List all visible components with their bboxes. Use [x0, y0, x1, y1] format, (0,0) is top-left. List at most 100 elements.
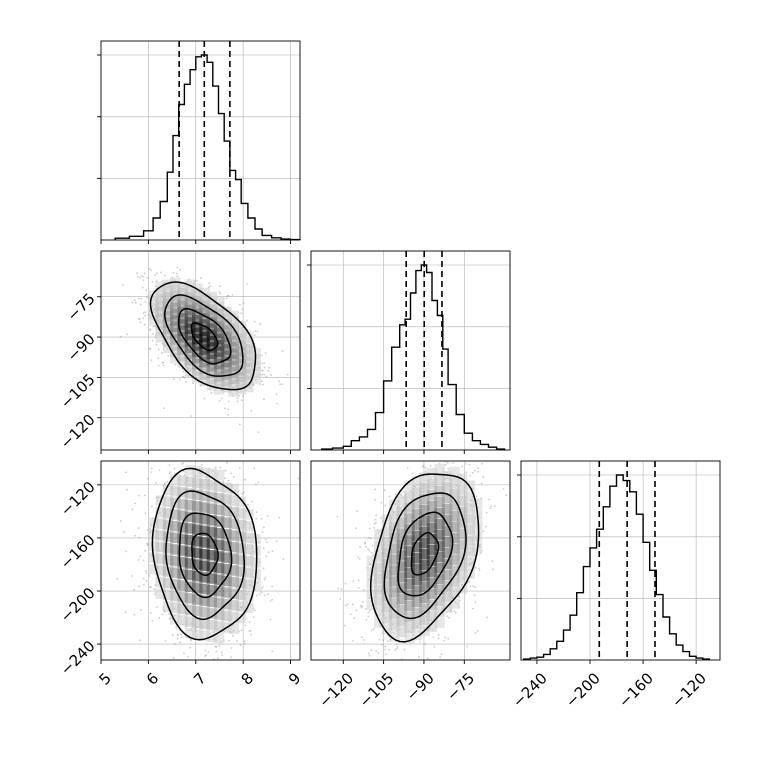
density-cell	[426, 610, 438, 621]
sample-point	[353, 669, 355, 671]
density-cell	[199, 350, 210, 362]
y-tick-label: −105	[57, 370, 99, 412]
density-cell	[456, 561, 468, 572]
sample-point	[182, 376, 185, 378]
density-cell	[243, 369, 254, 380]
sample-point	[172, 271, 175, 274]
density-cell	[177, 325, 188, 337]
sample-point	[454, 453, 456, 455]
density-cell	[184, 298, 196, 309]
density-cell	[155, 588, 166, 599]
y-tick-label: −240	[57, 637, 99, 679]
density-cell	[411, 531, 423, 542]
sample-point	[485, 525, 487, 528]
sample-point	[150, 467, 153, 470]
sample-point	[374, 498, 376, 501]
density-cell	[192, 524, 203, 535]
sample-point	[356, 510, 359, 513]
density-cell	[243, 567, 254, 578]
sample-point	[271, 585, 273, 588]
density-cell	[441, 547, 453, 558]
sample-point	[375, 514, 377, 517]
density-cell	[177, 580, 188, 591]
sample-point	[137, 318, 140, 320]
density-cell	[228, 335, 239, 347]
sample-point	[179, 378, 181, 381]
density-cell	[243, 344, 254, 355]
sample-point	[192, 382, 194, 384]
density-cell	[162, 508, 174, 519]
sample-point	[225, 297, 228, 300]
density-cell	[449, 598, 460, 609]
density-cell	[177, 533, 188, 545]
sample-point	[344, 624, 346, 627]
density-cell	[366, 555, 377, 567]
sample-point	[144, 311, 147, 313]
sample-point	[265, 541, 268, 544]
sample-point	[182, 370, 185, 372]
density-cell	[213, 539, 225, 551]
density-cell	[426, 621, 438, 632]
sample-point	[181, 367, 184, 370]
density-cell	[228, 588, 239, 599]
density-cell	[206, 291, 218, 303]
sample-point	[119, 335, 122, 338]
sample-point	[362, 589, 365, 591]
sample-point	[207, 286, 210, 289]
density-panel-2-3	[310, 453, 511, 677]
sample-point	[134, 534, 137, 537]
density-cell	[235, 519, 247, 531]
sample-point	[226, 294, 229, 297]
sample-point	[400, 675, 402, 677]
density-cell	[396, 572, 408, 583]
sample-point	[351, 603, 354, 606]
density-cell	[389, 543, 400, 554]
density-cell	[381, 602, 393, 613]
density-cell	[426, 566, 438, 578]
sample-point	[203, 397, 206, 400]
density-cell	[192, 352, 203, 364]
sample-point	[125, 471, 127, 474]
sample-point	[217, 657, 219, 660]
sample-point	[126, 333, 128, 336]
sample-point	[271, 598, 273, 601]
sample-point	[163, 447, 165, 449]
sample-point	[157, 364, 160, 367]
density-cell	[170, 590, 181, 602]
density-cell	[411, 509, 423, 520]
density-cell	[228, 342, 239, 353]
sample-point	[368, 549, 371, 552]
density-cell	[184, 329, 196, 341]
sample-point	[444, 464, 447, 466]
sample-point	[239, 303, 241, 306]
sample-point	[468, 580, 471, 583]
y-tick-label: −120	[57, 478, 99, 520]
density-cell	[426, 479, 438, 490]
sample-point	[474, 552, 477, 555]
sample-point	[214, 663, 216, 665]
sample-point	[224, 477, 227, 479]
density-content	[311, 453, 510, 677]
density-cell	[206, 550, 218, 561]
density-cell	[155, 506, 166, 518]
sample-point	[349, 613, 352, 616]
sample-point	[144, 301, 147, 303]
density-cell	[199, 331, 210, 343]
sample-point	[231, 294, 234, 296]
sample-point	[228, 639, 230, 642]
sample-point	[481, 462, 483, 465]
density-cell	[228, 354, 239, 366]
sample-point	[344, 604, 347, 607]
density-cell	[170, 296, 181, 307]
sample-point	[367, 536, 370, 539]
density-cell	[449, 576, 460, 587]
sample-point	[248, 621, 251, 623]
sample-point	[429, 465, 432, 467]
sample-point	[227, 294, 230, 297]
density-cell	[177, 557, 188, 568]
sample-point	[173, 458, 175, 460]
density-cell	[184, 310, 196, 322]
sample-point	[492, 568, 494, 571]
sample-point	[230, 656, 233, 659]
sample-point	[143, 494, 146, 497]
